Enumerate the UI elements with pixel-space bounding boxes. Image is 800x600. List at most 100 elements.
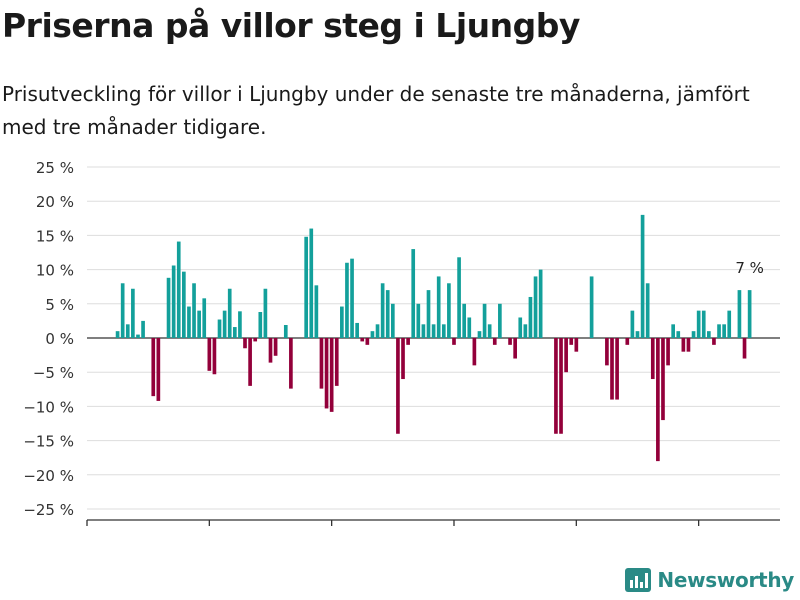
bar	[120, 283, 125, 338]
bar	[243, 338, 247, 349]
bar	[554, 338, 558, 434]
bar	[737, 290, 742, 338]
bar	[701, 310, 706, 338]
bar	[309, 228, 314, 338]
bar	[605, 338, 609, 366]
bar	[426, 290, 431, 338]
bar	[324, 338, 329, 409]
chart-subtitle: Prisutveckling för villor i Ljungby unde…	[2, 82, 750, 139]
bar-chart: 25 % 20 % 15 % 10 % 5 % 0 % −5 % −10 % −15 % −20 …	[23, 159, 780, 530]
bar	[625, 338, 630, 345]
y-axis-ticks: 25 % 20 % 15 % 10 % 5 % 0 % −5 % −10 % −15 % −20 …	[23, 159, 74, 519]
bar	[487, 324, 492, 338]
bar	[141, 320, 145, 338]
bar	[360, 338, 365, 342]
bar	[482, 303, 487, 338]
bar	[498, 303, 502, 338]
bar	[115, 331, 120, 338]
bar	[574, 338, 579, 352]
newsworthy-bar-icon	[625, 568, 652, 592]
bar	[457, 257, 461, 338]
bar	[263, 288, 268, 338]
y-tick-label: 15 %	[36, 227, 74, 245]
bar	[431, 324, 436, 338]
bar	[671, 324, 675, 338]
bar	[564, 338, 568, 373]
bar	[661, 338, 665, 421]
x-tick-label: 2025	[680, 528, 718, 530]
bar	[207, 338, 212, 371]
bar	[340, 306, 344, 338]
bar	[712, 338, 716, 345]
bar	[686, 338, 691, 352]
bar	[182, 271, 186, 338]
bar	[401, 338, 405, 380]
y-tick-label: 5 %	[45, 296, 74, 314]
bar	[345, 262, 349, 338]
y-tick-label: −25 %	[23, 501, 74, 519]
bar	[630, 310, 635, 338]
bar	[232, 327, 237, 338]
bars	[115, 214, 752, 462]
annotations: 7 %	[735, 259, 764, 277]
bar	[742, 338, 747, 359]
bar	[676, 331, 681, 338]
bar	[289, 338, 293, 389]
bar	[131, 288, 135, 338]
bar	[350, 258, 354, 338]
bar	[171, 265, 176, 338]
bar	[375, 324, 380, 338]
y-tick-label: −15 %	[23, 433, 74, 451]
bar	[666, 338, 670, 366]
bar	[656, 338, 660, 462]
bar	[727, 310, 732, 338]
x-tick-label: 2017	[190, 528, 228, 530]
bar	[508, 338, 512, 345]
y-tick-label: −20 %	[23, 467, 74, 485]
x-tick-label: 2015	[68, 528, 106, 530]
bar	[411, 249, 416, 338]
x-axis: 2015 2017 2019 2021 2023 2025	[68, 519, 780, 530]
bar	[253, 338, 258, 342]
y-tick-label: 10 %	[36, 262, 74, 280]
y-tick-label: −5 %	[33, 364, 74, 382]
bar	[334, 338, 339, 386]
bar	[314, 285, 319, 338]
bar	[222, 310, 227, 338]
bar	[365, 338, 370, 345]
bar	[380, 283, 385, 338]
bar	[696, 310, 701, 338]
bar	[518, 317, 523, 338]
bar	[635, 331, 640, 338]
bar	[436, 276, 441, 338]
bar	[151, 338, 156, 397]
bar	[238, 311, 242, 338]
bar	[355, 322, 359, 338]
bar	[707, 331, 711, 338]
bar	[212, 338, 217, 375]
bar	[533, 276, 538, 338]
bar	[406, 338, 410, 345]
bar	[258, 312, 263, 338]
bar	[125, 324, 130, 338]
bar	[569, 338, 574, 345]
bar	[610, 338, 614, 400]
bar	[268, 338, 273, 363]
y-tick-label: −10 %	[23, 398, 74, 416]
brand-name: Newsworthy	[657, 568, 794, 592]
bar	[217, 319, 222, 338]
bar	[187, 306, 191, 338]
bar	[283, 325, 288, 338]
bar	[385, 290, 390, 338]
bar	[329, 338, 334, 412]
bar	[166, 277, 171, 338]
chart-title: Priserna på villor steg i Ljungby	[2, 6, 580, 45]
bar	[192, 283, 196, 338]
bar	[197, 310, 201, 338]
bar	[452, 338, 456, 345]
bar	[615, 338, 619, 400]
bar	[136, 334, 140, 338]
bar	[691, 331, 696, 338]
bar	[650, 338, 655, 380]
bar	[589, 276, 594, 338]
